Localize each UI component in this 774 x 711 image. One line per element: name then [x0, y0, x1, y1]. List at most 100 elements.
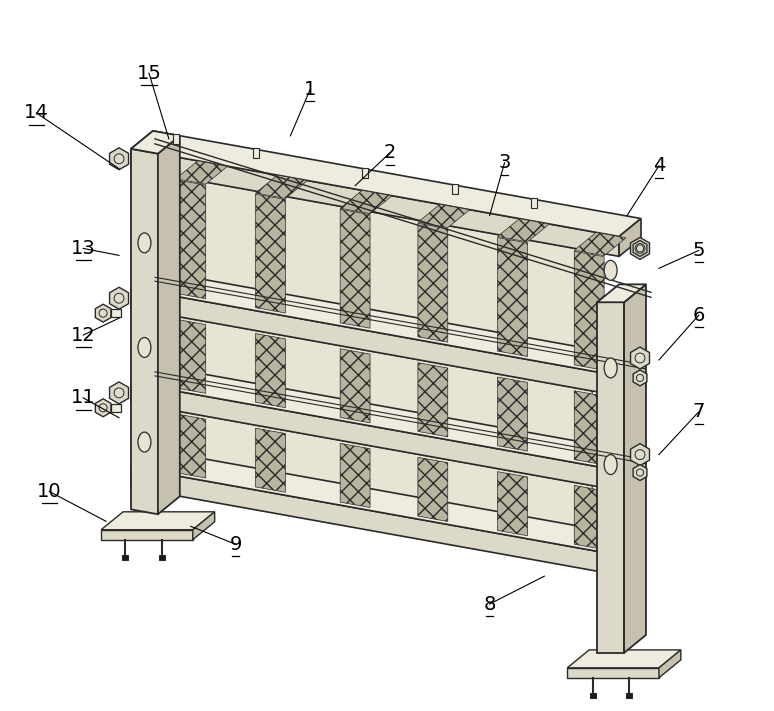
Ellipse shape — [604, 454, 617, 474]
Polygon shape — [598, 302, 624, 653]
Ellipse shape — [138, 432, 151, 452]
Circle shape — [99, 309, 107, 317]
Polygon shape — [158, 407, 592, 550]
Polygon shape — [131, 149, 158, 514]
Polygon shape — [158, 313, 592, 466]
Circle shape — [114, 388, 124, 397]
Polygon shape — [418, 204, 470, 228]
Polygon shape — [131, 131, 641, 237]
Polygon shape — [498, 218, 550, 242]
Polygon shape — [131, 468, 619, 575]
Polygon shape — [452, 184, 457, 194]
Polygon shape — [176, 161, 228, 184]
Text: 13: 13 — [70, 239, 95, 258]
Polygon shape — [131, 288, 619, 396]
Polygon shape — [619, 538, 641, 575]
Polygon shape — [619, 358, 641, 396]
Text: 9: 9 — [229, 535, 241, 554]
Polygon shape — [95, 399, 111, 417]
Text: 8: 8 — [484, 594, 496, 614]
Polygon shape — [341, 209, 370, 328]
Polygon shape — [101, 530, 193, 540]
Circle shape — [635, 243, 645, 253]
Ellipse shape — [604, 358, 617, 378]
Ellipse shape — [138, 338, 151, 358]
Polygon shape — [255, 428, 286, 492]
Polygon shape — [131, 383, 619, 491]
Circle shape — [636, 374, 644, 382]
Polygon shape — [625, 693, 632, 697]
Polygon shape — [95, 304, 111, 322]
Circle shape — [636, 469, 644, 476]
Polygon shape — [498, 377, 527, 451]
Polygon shape — [418, 363, 448, 437]
Polygon shape — [532, 198, 537, 208]
Text: 4: 4 — [652, 156, 665, 175]
Circle shape — [114, 294, 124, 303]
Ellipse shape — [604, 260, 617, 280]
Ellipse shape — [138, 233, 151, 253]
Polygon shape — [631, 444, 649, 466]
Polygon shape — [498, 237, 527, 356]
Polygon shape — [633, 240, 647, 257]
Polygon shape — [590, 693, 596, 697]
Polygon shape — [567, 650, 681, 668]
Polygon shape — [341, 348, 370, 423]
Circle shape — [635, 353, 645, 363]
Circle shape — [114, 154, 124, 164]
Polygon shape — [159, 555, 166, 560]
Text: 2: 2 — [384, 144, 396, 162]
Polygon shape — [624, 284, 646, 653]
Polygon shape — [574, 232, 626, 256]
Polygon shape — [418, 223, 448, 342]
Polygon shape — [598, 284, 646, 302]
Polygon shape — [341, 444, 370, 508]
Polygon shape — [176, 414, 206, 478]
Text: 1: 1 — [304, 80, 317, 99]
Text: 5: 5 — [693, 241, 705, 260]
Polygon shape — [574, 251, 604, 370]
Text: 6: 6 — [693, 306, 705, 325]
Polygon shape — [131, 149, 619, 257]
Polygon shape — [498, 471, 527, 536]
Polygon shape — [255, 175, 307, 198]
Text: 10: 10 — [37, 482, 62, 501]
Polygon shape — [362, 168, 368, 178]
Polygon shape — [110, 287, 128, 309]
Polygon shape — [173, 134, 179, 144]
Text: 14: 14 — [24, 104, 49, 122]
Polygon shape — [131, 131, 180, 154]
Polygon shape — [193, 512, 214, 540]
Circle shape — [99, 404, 107, 412]
Polygon shape — [111, 309, 121, 317]
Polygon shape — [158, 173, 592, 371]
Circle shape — [636, 245, 644, 252]
Polygon shape — [619, 453, 641, 491]
Polygon shape — [633, 464, 647, 481]
Polygon shape — [131, 365, 641, 471]
Polygon shape — [418, 457, 448, 521]
Polygon shape — [122, 555, 128, 560]
Polygon shape — [158, 136, 180, 514]
Text: 12: 12 — [70, 326, 95, 345]
Text: 11: 11 — [70, 388, 95, 407]
Polygon shape — [176, 180, 206, 299]
Polygon shape — [659, 650, 681, 678]
Polygon shape — [252, 149, 259, 159]
Text: 3: 3 — [498, 154, 511, 172]
Text: 7: 7 — [693, 402, 705, 422]
Polygon shape — [131, 449, 641, 555]
Polygon shape — [567, 668, 659, 678]
Polygon shape — [619, 218, 641, 257]
Polygon shape — [255, 333, 286, 407]
Circle shape — [635, 449, 645, 459]
Polygon shape — [574, 391, 604, 465]
Polygon shape — [101, 512, 214, 530]
Polygon shape — [110, 382, 128, 404]
Polygon shape — [633, 370, 647, 386]
Polygon shape — [574, 486, 604, 550]
Polygon shape — [255, 194, 286, 313]
Text: 15: 15 — [136, 63, 161, 82]
Polygon shape — [631, 237, 649, 260]
Polygon shape — [110, 148, 128, 170]
